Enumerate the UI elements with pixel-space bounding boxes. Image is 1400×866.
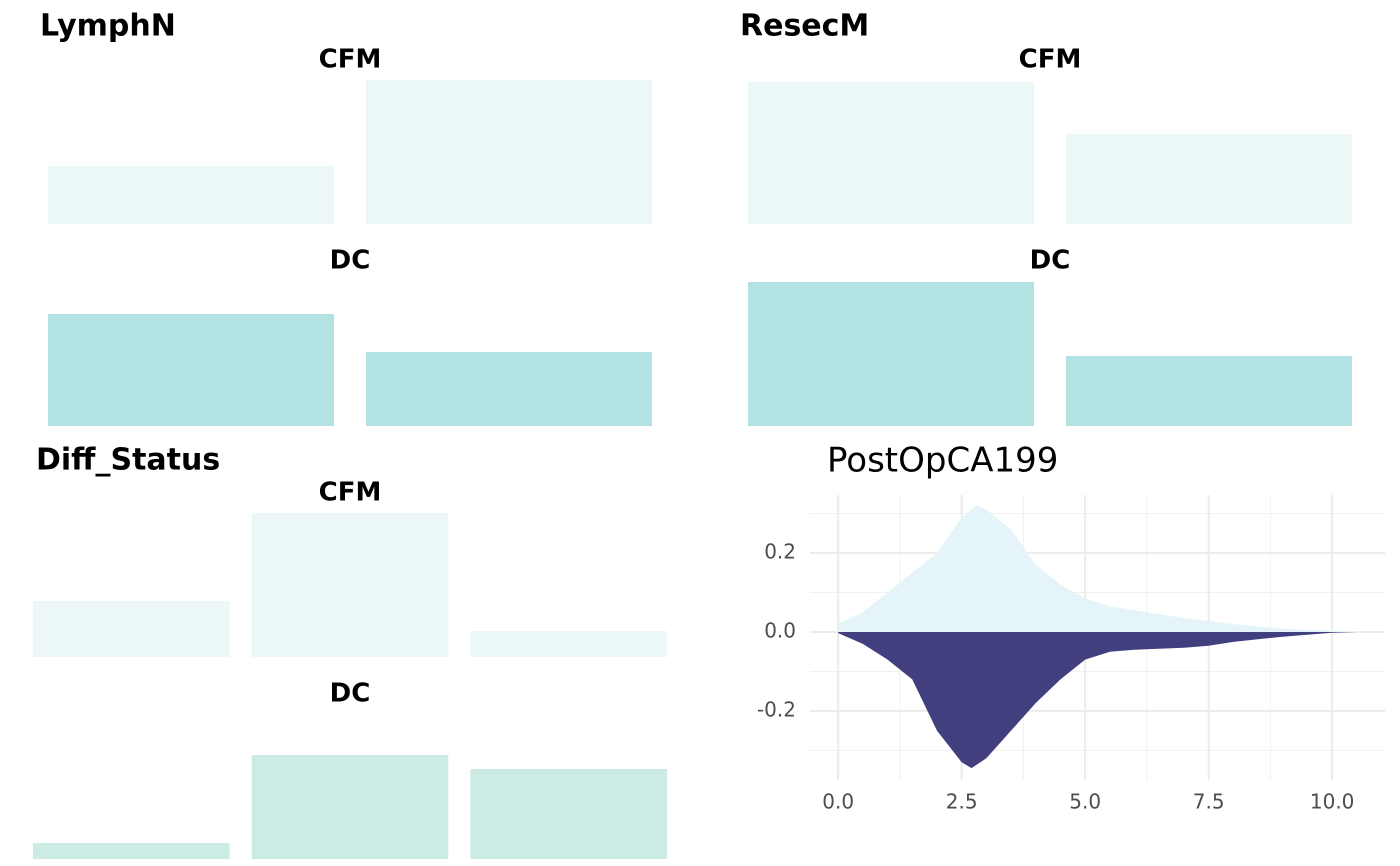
y-tick-label: 0.2 bbox=[764, 540, 796, 564]
facet-title: CFM bbox=[1019, 45, 1082, 75]
bar bbox=[748, 282, 1034, 426]
facet-title: CFM bbox=[319, 45, 382, 75]
bar bbox=[748, 82, 1034, 224]
bar bbox=[48, 314, 334, 426]
facet-title: DC bbox=[330, 246, 371, 276]
facet-title: DC bbox=[330, 679, 371, 709]
chart-title: ResecM bbox=[740, 9, 869, 44]
bar bbox=[470, 631, 667, 657]
bar bbox=[366, 352, 652, 426]
bar bbox=[1066, 134, 1352, 224]
chart-title: Diff_Status bbox=[36, 443, 220, 478]
chart-title: LymphN bbox=[40, 9, 176, 44]
bar bbox=[470, 769, 667, 859]
x-tick-label: 5.0 bbox=[1069, 790, 1101, 814]
bar bbox=[33, 601, 230, 657]
bar bbox=[366, 80, 652, 224]
density-area bbox=[838, 631, 1357, 769]
chart-title: PostOpCA199 bbox=[827, 441, 1058, 481]
bar bbox=[251, 755, 449, 859]
bar bbox=[1066, 356, 1352, 426]
bar bbox=[251, 513, 449, 657]
y-tick-label: -0.2 bbox=[757, 697, 796, 721]
facet-title: DC bbox=[1030, 246, 1071, 276]
facet-title: CFM bbox=[319, 478, 382, 508]
x-tick-label: 7.5 bbox=[1193, 790, 1225, 814]
x-tick-label: 10.0 bbox=[1310, 790, 1355, 814]
bar bbox=[33, 843, 230, 859]
density-area bbox=[838, 505, 1357, 632]
x-tick-label: 0.0 bbox=[822, 790, 854, 814]
bar bbox=[48, 166, 334, 224]
y-tick-label: 0.0 bbox=[764, 618, 796, 642]
x-tick-label: 2.5 bbox=[946, 790, 978, 814]
